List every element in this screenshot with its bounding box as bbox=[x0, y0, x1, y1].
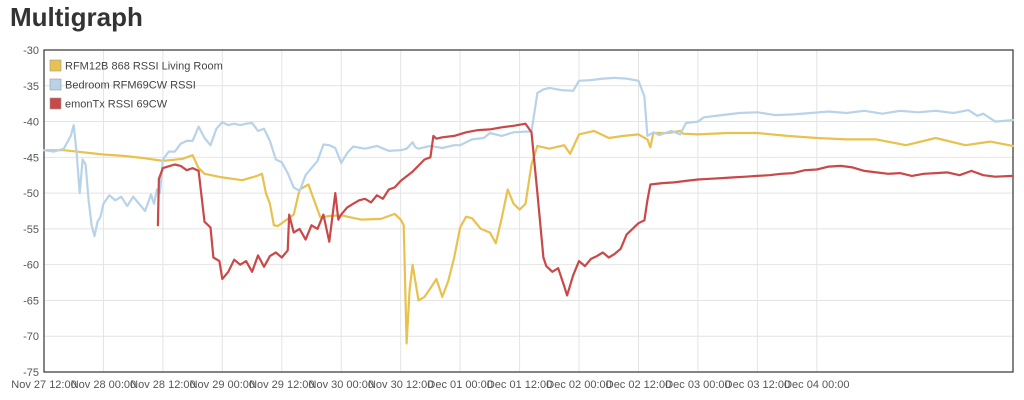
legend-item-3[interactable]: emonTx RSSI 69CW bbox=[49, 97, 168, 111]
y-tick-label: -40 bbox=[23, 117, 39, 129]
chart-series-group bbox=[42, 76, 1015, 345]
plot-frame bbox=[43, 49, 1014, 373]
page-title: Multigraph bbox=[10, 2, 143, 32]
x-tick-label: Dec 03 00:00 bbox=[665, 379, 730, 391]
y-tick-label: -65 bbox=[23, 295, 39, 307]
y-tick-label: -35 bbox=[23, 81, 39, 93]
y-tick-label: -50 bbox=[23, 188, 39, 200]
series-line-1 bbox=[42, 129, 1015, 345]
x-tick-label: Dec 03 12:00 bbox=[725, 379, 790, 391]
legend-item-1[interactable]: RFM12B 868 RSSI Living Room bbox=[49, 59, 223, 73]
x-tick-label: Nov 28 12:00 bbox=[130, 379, 195, 391]
x-tick-label: Nov 30 12:00 bbox=[368, 379, 433, 391]
chart-grid bbox=[43, 49, 1013, 373]
x-tick-label: Nov 27 12:00 bbox=[11, 379, 76, 391]
legend-label: emonTx RSSI 69CW bbox=[65, 99, 168, 111]
legend-swatch bbox=[49, 59, 62, 72]
y-tick-label: -30 bbox=[23, 45, 39, 57]
x-tick-label: Nov 30 00:00 bbox=[309, 379, 374, 391]
legend-swatch bbox=[49, 97, 62, 110]
x-tick-label: Nov 28 00:00 bbox=[71, 379, 136, 391]
y-tick-label: -75 bbox=[23, 367, 39, 379]
x-tick-label: Dec 01 12:00 bbox=[487, 379, 552, 391]
y-tick-label: -45 bbox=[23, 152, 39, 164]
legend-item-2[interactable]: Bedroom RFM69CW RSSI bbox=[49, 78, 196, 92]
x-tick-label: Nov 29 00:00 bbox=[190, 379, 255, 391]
y-tick-label: -60 bbox=[23, 260, 39, 272]
legend-swatch bbox=[49, 78, 62, 91]
chart-legend[interactable]: RFM12B 868 RSSI Living Room Bedroom RFM69… bbox=[49, 59, 223, 111]
x-tick-label: Nov 29 12:00 bbox=[249, 379, 314, 391]
legend-label: Bedroom RFM69CW RSSI bbox=[65, 80, 196, 92]
x-tick-label: Dec 02 00:00 bbox=[546, 379, 611, 391]
series-line-3 bbox=[156, 122, 1015, 297]
x-tick-label: Dec 02 12:00 bbox=[606, 379, 671, 391]
x-tick-label: Dec 04 00:00 bbox=[784, 379, 849, 391]
y-axis-ticks: -30 -35 -40 -45 -50 -55 -60 -65 -70 -75 bbox=[23, 45, 39, 379]
y-tick-label: -70 bbox=[23, 331, 39, 343]
series-line-2 bbox=[42, 76, 1015, 238]
y-tick-label: -55 bbox=[23, 224, 39, 236]
legend-label: RFM12B 868 RSSI Living Room bbox=[65, 61, 223, 73]
x-tick-label: Dec 01 00:00 bbox=[427, 379, 492, 391]
